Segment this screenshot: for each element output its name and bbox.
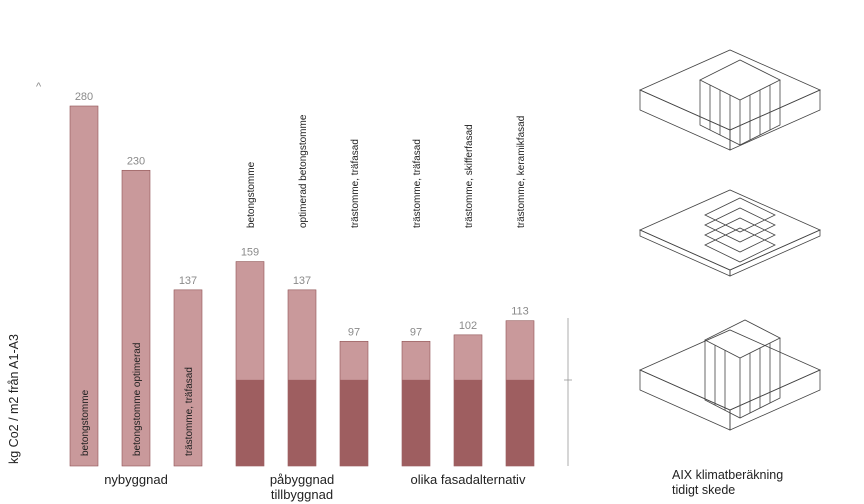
value-label-6: 97 [348,326,360,338]
value-label-9: 113 [511,306,529,318]
bar-text-2: betongstomme optimerad [132,343,143,456]
value-label-7: 97 [410,326,422,338]
axis-arrow: ^ [36,81,42,93]
group-label-3: olika fasadalternativ [411,472,526,487]
caption-line-1: AIX klimatberäkning [672,468,784,482]
y-axis-label: kg Co2 / m2 från A1-A3 [7,334,21,464]
group-label-2: påbyggnad [270,472,334,487]
bar-chart: 280 betongstomme 230 betongstomme optimerad… [7,81,572,502]
bars-layer [69,105,535,467]
bar-base-4 [236,379,264,466]
figure-caption: AIX klimatberäkning tidigt skede [672,468,783,498]
building-drawing-1 [639,49,821,151]
bar-text-1: betongstomme [80,389,91,456]
bar-1 [69,105,99,467]
value-label-1: 280 [75,91,93,103]
caption-line-2: tidigt skede [672,483,736,497]
group-label-1: nybyggnad [104,472,168,487]
building-drawing-2 [639,189,821,277]
value-label-3: 137 [179,275,197,287]
bar-base-9 [506,379,534,466]
bar-text-7: trästomme, träfasad [412,139,423,228]
value-label-5: 137 [293,275,311,287]
value-label-2: 230 [127,155,145,167]
bar-3 [173,289,203,467]
bar-2 [121,169,151,467]
building-drawing-3 [639,319,821,431]
bar-text-8: trästomme, skifferfasad [464,124,475,228]
bar-base-8 [454,379,482,466]
group-label-2: tillbyggnad [271,487,333,502]
bar-text-9: trästomme, keramikfasad [516,116,527,228]
bar-base-6 [340,379,368,466]
bar-base-5 [288,379,316,466]
bar-text-6: trästomme, träfasad [350,139,361,228]
bar-text-3: trästomme, träfasad [184,367,195,456]
value-label-4: 159 [241,247,259,259]
bar-base-7 [402,379,430,466]
labels-layer: 280 betongstomme 230 betongstomme optimerad… [75,91,529,502]
value-label-8: 102 [459,320,477,332]
bar-text-5: optimerad betongstomme [298,114,309,228]
bar-text-4: betongstomme [246,161,257,228]
